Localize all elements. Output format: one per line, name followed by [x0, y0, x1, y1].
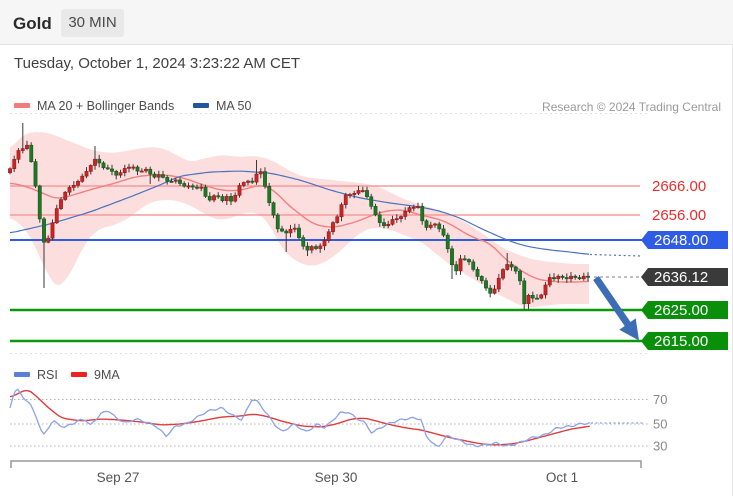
svg-text:2656.00: 2656.00: [652, 207, 706, 224]
svg-text:Sep 30: Sep 30: [315, 470, 358, 485]
svg-text:Oct 1: Oct 1: [546, 470, 578, 485]
svg-text:2666.00: 2666.00: [652, 178, 706, 195]
svg-text:50: 50: [653, 417, 667, 432]
svg-text:2648.00: 2648.00: [654, 232, 708, 249]
svg-text:30: 30: [653, 439, 667, 454]
svg-text:2615.00: 2615.00: [654, 333, 708, 350]
svg-text:2625.00: 2625.00: [654, 302, 708, 319]
svg-text:70: 70: [653, 392, 667, 407]
svg-text:2636.12: 2636.12: [654, 269, 708, 286]
svg-text:Sep 27: Sep 27: [97, 470, 140, 485]
